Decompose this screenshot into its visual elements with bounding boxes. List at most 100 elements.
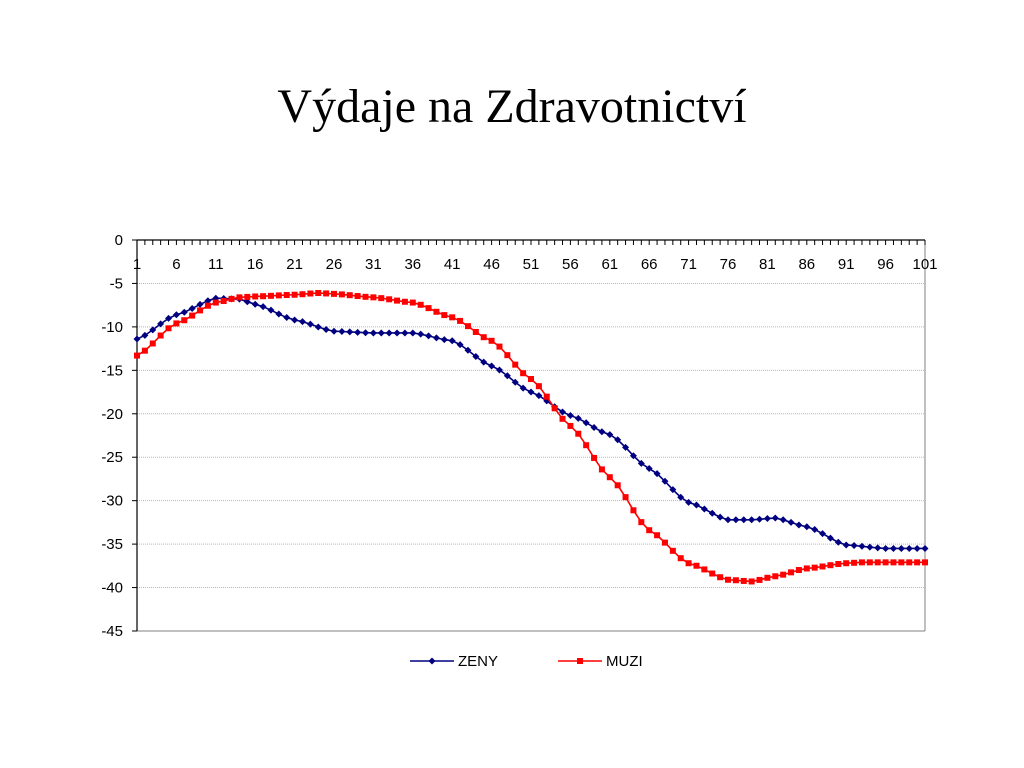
- data-point: [717, 574, 724, 581]
- data-point: [922, 559, 928, 566]
- data-point: [511, 378, 519, 386]
- series-line: [136, 292, 925, 583]
- x-tick-label: 71: [680, 256, 697, 273]
- data-point: [330, 327, 338, 335]
- y-tick-label: -40: [101, 580, 123, 597]
- data-point: [267, 306, 275, 314]
- data-point: [897, 544, 905, 552]
- data-point: [331, 290, 337, 297]
- data-point: [220, 298, 227, 305]
- y-tick-label: 0: [115, 232, 123, 249]
- data-point: [315, 290, 322, 297]
- data-point: [449, 314, 456, 321]
- data-point: [385, 329, 393, 337]
- data-point: [346, 292, 353, 299]
- data-point: [252, 293, 259, 300]
- data-point: [803, 565, 810, 572]
- x-tick-label: 91: [838, 256, 855, 273]
- data-point: [905, 544, 913, 552]
- data-point: [756, 576, 763, 583]
- y-tick-label: -25: [101, 449, 123, 466]
- data-point: [577, 658, 583, 664]
- data-point: [338, 291, 345, 298]
- data-point: [464, 323, 471, 330]
- legend-label: MUZI: [606, 653, 643, 670]
- data-point: [575, 430, 582, 437]
- data-point: [141, 347, 148, 354]
- data-point: [591, 454, 598, 461]
- data-point: [322, 326, 330, 334]
- data-point: [503, 372, 511, 380]
- x-tick-label: 6: [172, 256, 180, 273]
- data-point: [354, 293, 361, 300]
- data-point: [267, 292, 274, 299]
- data-point: [298, 318, 306, 326]
- x-tick-label: 16: [247, 256, 264, 273]
- data-point: [236, 294, 243, 301]
- data-point: [133, 335, 141, 343]
- data-point: [417, 301, 424, 308]
- axes: 0-5-10-15-20-25-30-35-40-451 6 11 16 21 26 31 3…: [101, 232, 937, 640]
- data-point: [725, 576, 731, 583]
- data-point: [780, 571, 787, 578]
- data-point: [165, 325, 172, 332]
- data-point: [622, 494, 629, 501]
- data-point: [850, 542, 858, 550]
- data-point: [716, 513, 724, 521]
- data-point: [874, 544, 882, 552]
- data-point: [826, 534, 834, 542]
- data-point: [622, 443, 630, 451]
- data-point: [866, 543, 874, 551]
- data-point: [654, 532, 661, 539]
- data-point: [858, 559, 865, 566]
- data-point: [197, 307, 204, 314]
- data-point: [843, 560, 850, 567]
- data-point: [251, 300, 259, 308]
- x-tick-label: 31: [365, 256, 382, 273]
- data-point: [858, 542, 866, 550]
- data-point: [441, 312, 448, 319]
- data-point: [669, 486, 677, 494]
- data-point: [732, 516, 740, 524]
- data-point: [394, 297, 401, 304]
- data-point: [456, 341, 464, 349]
- data-point: [464, 346, 472, 354]
- data-point: [275, 310, 283, 318]
- data-point: [559, 415, 566, 422]
- data-point: [606, 431, 614, 439]
- data-point: [401, 298, 408, 305]
- data-point: [827, 562, 834, 569]
- data-point: [314, 323, 322, 331]
- data-point: [480, 334, 487, 341]
- data-point: [180, 308, 188, 316]
- data-point: [661, 539, 668, 546]
- data-point: [307, 290, 314, 297]
- data-point: [149, 326, 157, 334]
- data-point: [409, 299, 416, 306]
- data-point: [787, 518, 795, 526]
- data-point: [291, 291, 298, 298]
- x-tick-label: 41: [444, 256, 461, 273]
- legend-item-zeny: ZENY: [410, 653, 498, 670]
- data-point: [740, 516, 748, 524]
- data-point: [614, 436, 622, 444]
- data-point: [212, 299, 219, 306]
- data-point: [299, 291, 306, 298]
- data-point: [764, 574, 771, 581]
- x-tick-label: 36: [404, 256, 421, 273]
- data-point: [819, 563, 826, 570]
- x-tick-label: 46: [483, 256, 500, 273]
- data-point: [386, 296, 393, 303]
- data-point: [574, 414, 582, 422]
- x-tick-label: 81: [759, 256, 776, 273]
- data-point: [165, 314, 173, 322]
- data-point: [598, 428, 606, 436]
- data-point: [614, 482, 621, 489]
- data-point: [906, 559, 913, 566]
- data-point: [457, 317, 464, 324]
- data-point: [243, 298, 251, 306]
- data-point: [692, 501, 700, 509]
- data-point: [590, 423, 598, 431]
- data-point: [913, 544, 921, 552]
- data-point: [488, 362, 496, 370]
